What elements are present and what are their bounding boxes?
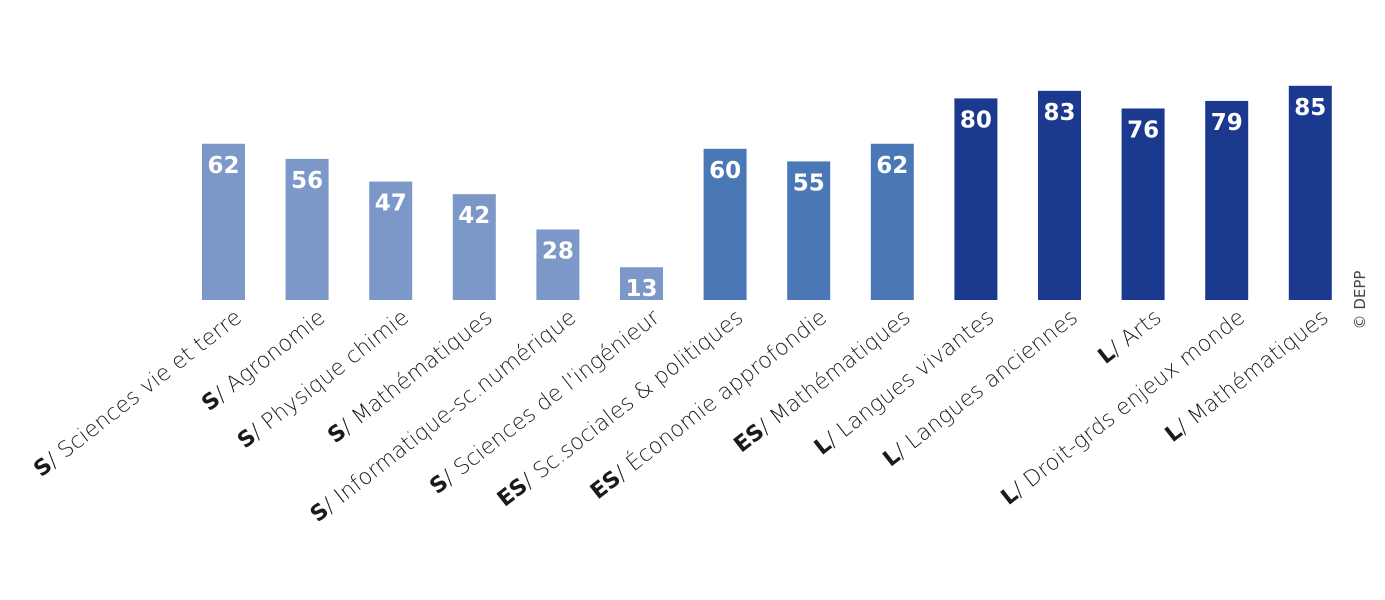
bar-value-label: 79	[1211, 110, 1243, 136]
bar	[1038, 90, 1081, 300]
credit-text: © DEPP	[1351, 271, 1369, 330]
bar	[536, 229, 580, 300]
bar	[954, 98, 998, 301]
bars-group	[202, 85, 1332, 301]
category-label: L/ Arts	[1094, 305, 1167, 369]
bar	[1288, 85, 1332, 300]
bar	[1121, 108, 1165, 300]
bar-value-label: 55	[793, 170, 825, 196]
bar-value-label: 62	[207, 153, 239, 179]
bar	[787, 161, 831, 300]
bar	[285, 158, 329, 300]
bar-value-label: 85	[1294, 95, 1326, 121]
bar-value-label: 62	[876, 153, 908, 179]
bar-value-label: 60	[709, 158, 741, 184]
bar-value-label: 47	[375, 191, 407, 217]
bar	[620, 267, 663, 300]
bar-value-label: 80	[960, 107, 992, 133]
bar	[870, 143, 914, 300]
bar	[703, 148, 747, 300]
value-labels-group: 62 56 47 42 28 13 60 55 62 80 83 76 79 85	[207, 95, 1326, 302]
bar-value-label: 56	[291, 168, 323, 194]
bar-value-label: 28	[542, 238, 574, 264]
bar	[452, 194, 496, 300]
bar	[369, 181, 413, 300]
bar-value-label: 42	[458, 203, 490, 229]
bar-value-label: 83	[1043, 100, 1075, 126]
bar-value-label: 76	[1127, 117, 1159, 143]
bar	[202, 143, 245, 300]
bar	[1205, 100, 1249, 300]
bar-value-label: 13	[625, 276, 657, 302]
